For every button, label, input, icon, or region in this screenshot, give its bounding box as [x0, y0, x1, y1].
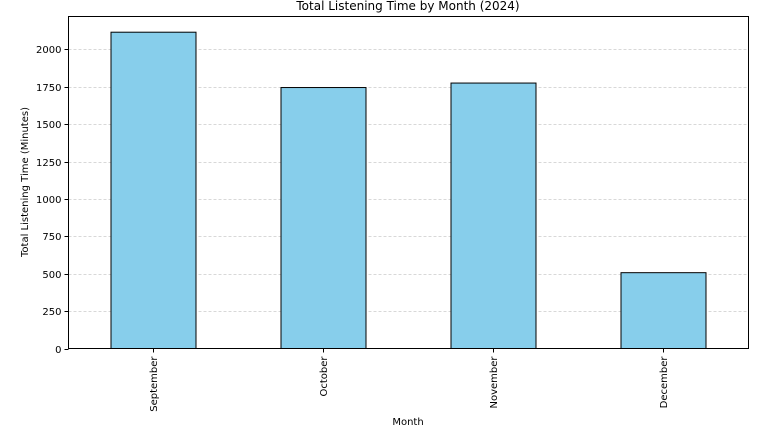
y-tick-label: 2000 — [36, 45, 61, 56]
y-tick-label: 250 — [42, 307, 61, 318]
y-tick-label: 500 — [42, 270, 61, 281]
x-tick-label: November — [489, 356, 500, 409]
bars — [110, 31, 707, 350]
bar-october — [280, 87, 367, 349]
y-axis-ticks: 0 250 500 750 1000 1250 1500 1750 2000 — [36, 45, 69, 356]
y-tick-label: 1000 — [36, 195, 61, 206]
plot-frame — [68, 16, 749, 349]
bar-december — [620, 272, 707, 349]
y-tick-label: 1750 — [36, 83, 61, 94]
x-axis-ticks: September October November December — [149, 348, 670, 412]
y-tick-label: 1500 — [36, 120, 61, 131]
x-tick-label: December — [659, 356, 670, 409]
x-axis-label: Month — [392, 417, 423, 428]
y-axis-label: Total Listening Time (Minutes) — [20, 107, 31, 258]
x-tick-label: September — [149, 356, 160, 412]
y-tick-label: 1250 — [36, 158, 61, 169]
x-tick-label: October — [319, 356, 330, 397]
bar-november — [450, 82, 537, 349]
chart-title: Total Listening Time by Month (2024) — [295, 0, 519, 13]
y-tick-label: 750 — [42, 232, 61, 243]
y-tick-label: 0 — [55, 345, 61, 356]
bar-september — [110, 31, 197, 350]
